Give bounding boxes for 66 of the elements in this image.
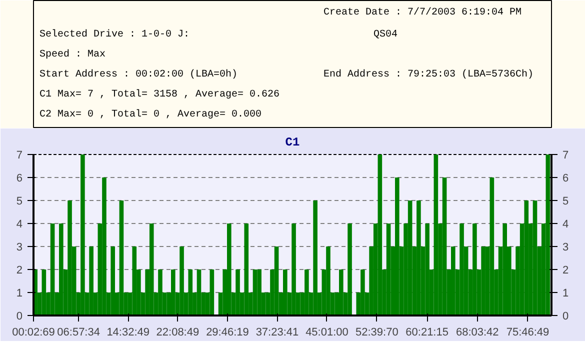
bar xyxy=(110,246,116,316)
x-tick-label: 06:57:34 xyxy=(57,326,100,338)
y-tick-label: 4 xyxy=(16,218,23,230)
x-tick-label: 68:03:42 xyxy=(456,326,499,338)
x-tick-label: 75:46:49 xyxy=(506,326,550,338)
y-tick-label: 0 xyxy=(16,310,23,322)
bar xyxy=(102,178,106,316)
bar xyxy=(524,200,529,316)
bar xyxy=(68,200,72,316)
bar xyxy=(378,154,382,316)
y-tick-label: 2 xyxy=(16,264,23,276)
bar xyxy=(326,246,330,316)
x-tick-label: 29:46:19 xyxy=(206,326,249,338)
bar xyxy=(348,224,352,316)
y2-tick-label: 5 xyxy=(562,196,569,208)
x-tick-label: 45:01:00 xyxy=(306,326,348,338)
bar xyxy=(408,200,412,316)
y-tick-label: 3 xyxy=(16,242,23,254)
text: Speed : Max xyxy=(40,48,106,60)
y2-tick-label: 1 xyxy=(562,288,569,300)
chart-title: C1 xyxy=(285,136,300,150)
y2-tick-label: 3 xyxy=(562,242,569,254)
text: Start Address : 00:02:00 (LBA=0h) xyxy=(40,68,238,80)
x-tick-label: 00:02:69 xyxy=(12,326,55,338)
bar xyxy=(180,246,184,316)
text: QS04 xyxy=(374,30,398,40)
bar xyxy=(386,224,391,316)
bar xyxy=(244,224,249,316)
x-tick-label: 14:32:49 xyxy=(106,326,150,338)
x-tick-label: 22:08:49 xyxy=(156,326,200,338)
bar xyxy=(442,178,447,316)
bar xyxy=(460,224,464,316)
bar xyxy=(50,224,55,316)
bar xyxy=(188,270,193,316)
text: C2 Max= 0 , Total= 0 , Average= 0.000 xyxy=(40,108,262,120)
bar xyxy=(490,178,494,316)
y-tick-label: 1 xyxy=(16,288,23,300)
bar xyxy=(132,246,137,316)
bar xyxy=(210,270,214,316)
y2-tick-label: 7 xyxy=(562,150,569,162)
y2-tick-label: 4 xyxy=(562,218,569,230)
y-tick-label: 5 xyxy=(16,196,23,208)
bar xyxy=(149,224,154,316)
bar xyxy=(274,246,279,316)
text: Create Date : 7/7/2003 6:19:04 PM xyxy=(324,6,522,18)
bar xyxy=(158,270,162,316)
bar xyxy=(236,270,240,316)
x-tick-label: 52:39:70 xyxy=(356,326,398,338)
x-tick-label: 60:21:15 xyxy=(406,326,448,338)
bar xyxy=(502,224,508,316)
bar xyxy=(196,270,202,316)
text: End Address : 79:25:03 (LBA=5736Ch) xyxy=(324,68,534,80)
bar xyxy=(532,200,538,316)
bar xyxy=(434,154,438,316)
y-tick-label: 7 xyxy=(16,150,23,162)
y-tick-label: 6 xyxy=(16,172,23,184)
text: Selected Drive : 1-0-0 J: xyxy=(40,28,190,40)
bar xyxy=(119,200,124,316)
y2-tick-label: 6 xyxy=(562,172,569,184)
bar xyxy=(42,270,46,316)
y2-tick-label: 2 xyxy=(562,264,569,276)
x-tick-label: 37:23:41 xyxy=(256,326,299,338)
bar xyxy=(292,224,296,316)
text: C1 Max= 7 , Total= 3158 , Average= 0.626 xyxy=(40,88,280,100)
y2-tick-label: 0 xyxy=(562,310,569,322)
bar xyxy=(252,270,258,316)
